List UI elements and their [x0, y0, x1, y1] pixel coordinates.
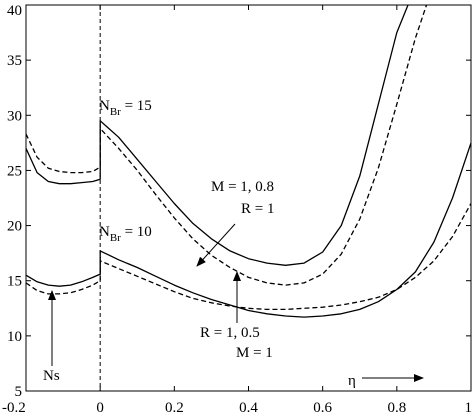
x-tick-label: 0.8 [387, 400, 406, 416]
x-tick-label: 0 [96, 400, 104, 416]
m-arrow [196, 223, 236, 267]
x-tick-label: 0.6 [313, 400, 332, 416]
r-annotation-line1: R = 1, 0.5 [200, 325, 260, 341]
y-tick-label: 30 [7, 108, 22, 124]
series-line-2 [25, 4, 428, 286]
nbr15-label: NBr = 15 [99, 98, 152, 118]
y-tick-label: 25 [7, 163, 22, 179]
x-tick-label: 0.2 [165, 400, 184, 416]
series-group [25, 4, 472, 318]
x-tick-label: -0.2 [2, 400, 26, 416]
nbr10-label: NBr = 10 [99, 224, 152, 244]
series-line-3 [25, 142, 472, 318]
y-tick-label: 20 [7, 219, 22, 235]
y-tick-label: 10 [7, 329, 22, 345]
y-tick-label: 15 [7, 274, 22, 290]
eta-label: η [348, 373, 356, 389]
series-line-1 [25, 4, 409, 266]
r-annotation-line2: M = 1 [236, 345, 273, 361]
y-tick-label: 35 [7, 53, 22, 69]
y-tick-label: 5 [15, 384, 23, 400]
x-tick-label: 1 [465, 400, 473, 416]
series-line-4 [25, 203, 472, 311]
y-tick-label: 40 [7, 3, 22, 19]
ns-label: Ns [43, 368, 60, 384]
y-axis-ticks: 5 10 15 20 25 30 35 40 [7, 3, 471, 400]
x-axis-ticks: -0.2 0 0.2 0.4 0.6 0.8 1 [2, 5, 472, 416]
m-annotation-line2: R = 1 [241, 201, 274, 217]
m-annotation-line1: M = 1, 0.8 [211, 179, 274, 195]
x-tick-label: 0.4 [239, 400, 258, 416]
